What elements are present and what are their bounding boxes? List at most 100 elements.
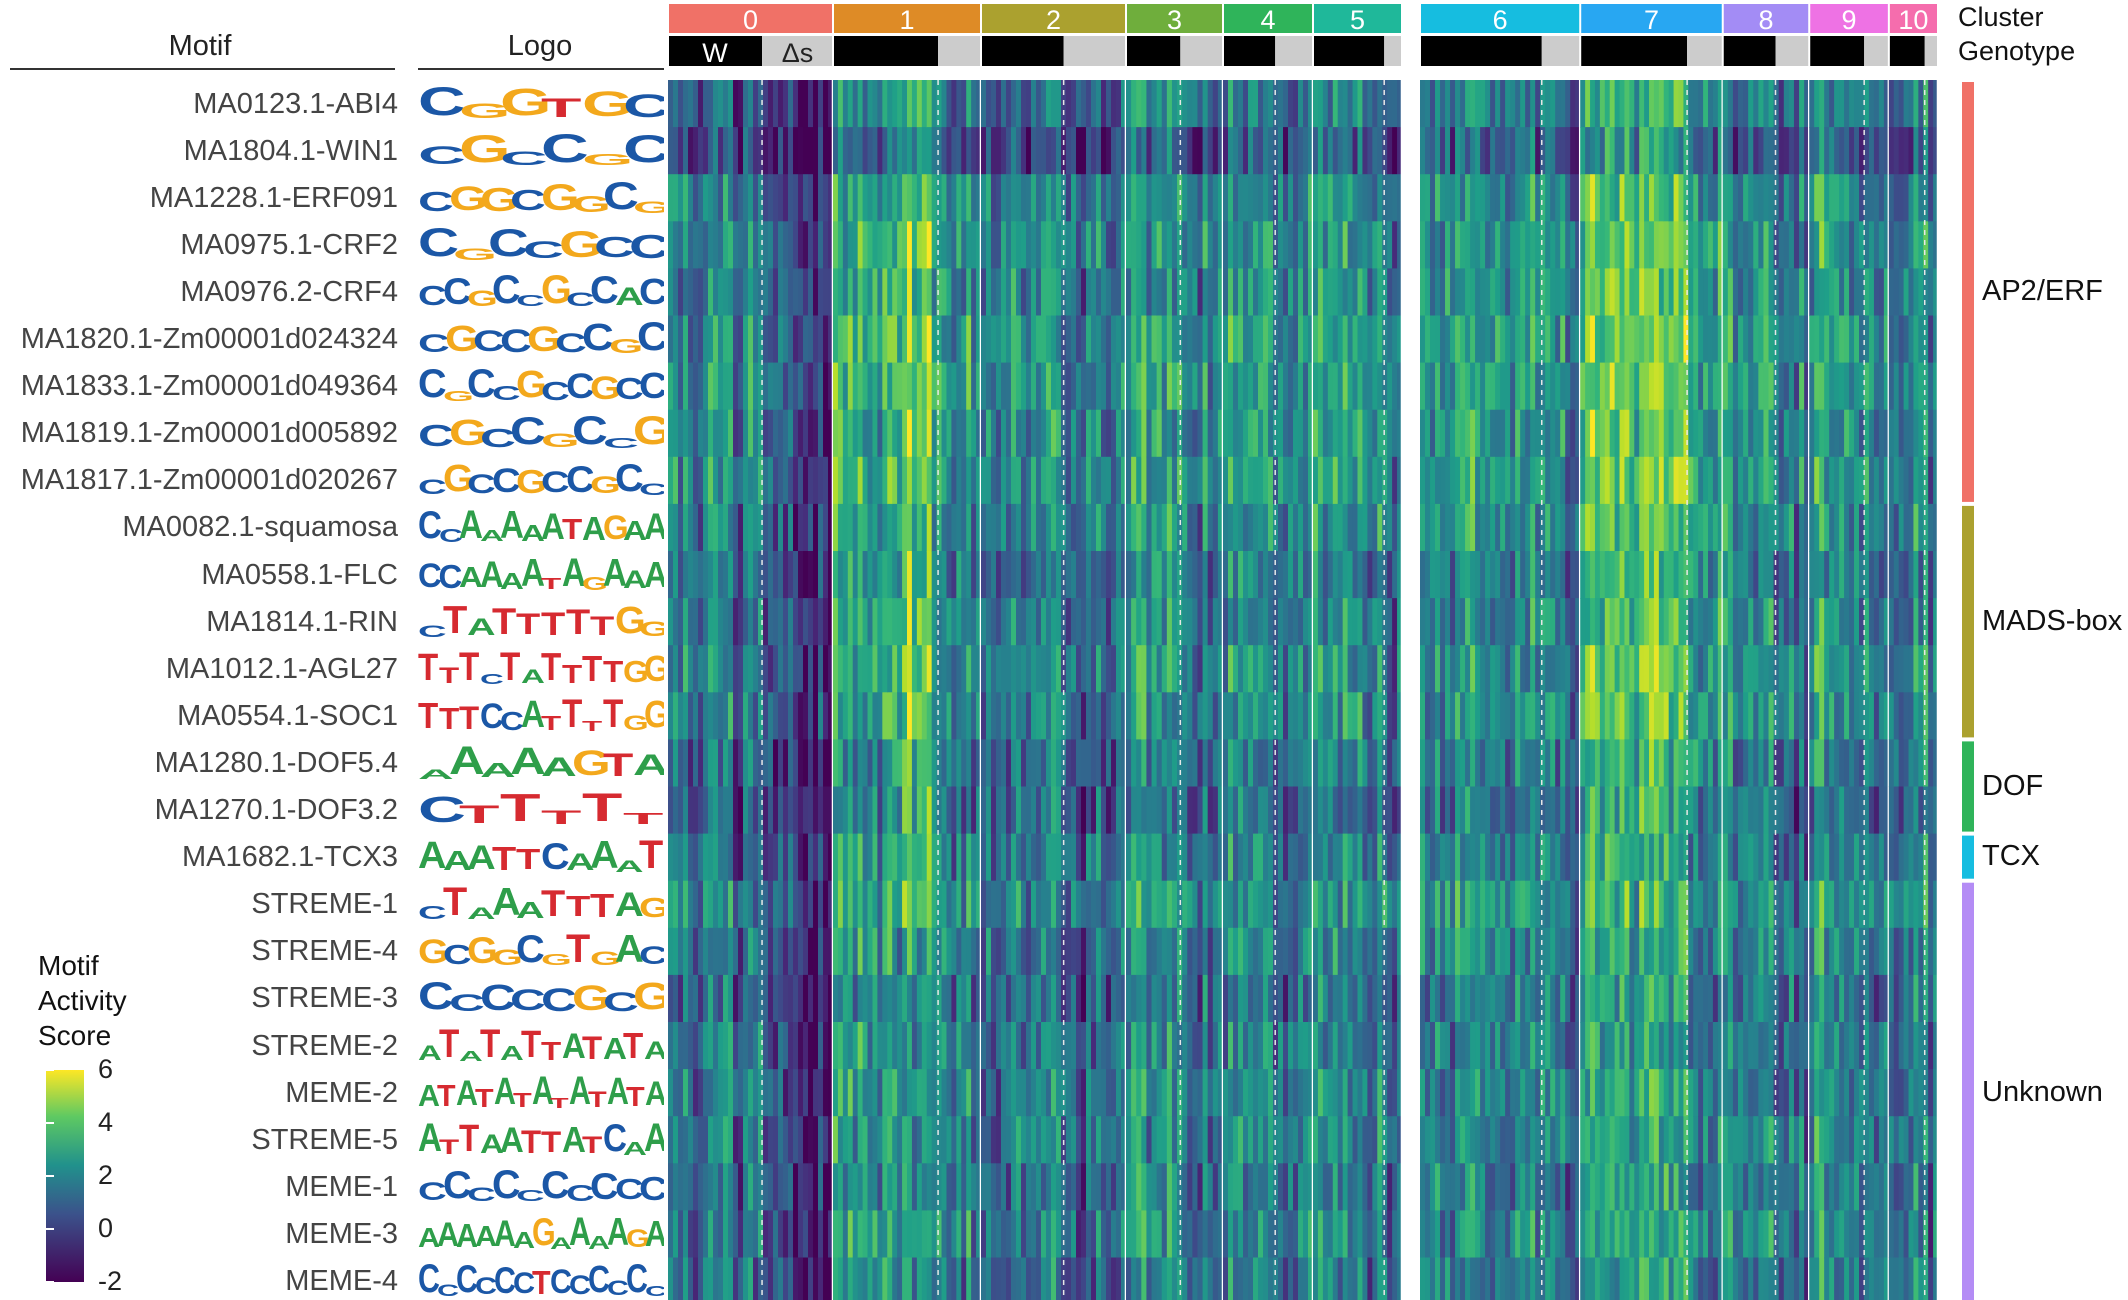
motif-name: MEME-3	[285, 1217, 398, 1250]
motif-name: MA1280.1-DOF5.4	[154, 746, 398, 779]
motif-name: MA0975.1-CRF2	[180, 228, 398, 261]
sequence-logo: CCCCCCCCCC	[418, 1165, 664, 1205]
logo-letter: A	[467, 613, 496, 640]
logo-letter: C	[491, 1164, 521, 1205]
logo-letter: G	[571, 743, 611, 781]
logo-letter: G	[418, 933, 449, 970]
logo-letter: C	[639, 368, 664, 404]
sequence-logo: CTAAATTTAG	[418, 882, 664, 922]
logo-letter: A	[418, 765, 454, 781]
legend-tick-mark	[84, 1069, 92, 1071]
logo-letter: G	[590, 472, 621, 499]
genotype-bar-w	[834, 36, 939, 66]
logo-letter: T	[520, 1123, 541, 1158]
logo-letter: A	[590, 835, 619, 876]
motif-name: MEME-2	[285, 1076, 398, 1109]
genotype-bar-w	[1314, 36, 1385, 66]
logo-letter: C	[639, 273, 664, 310]
logo-letter: C	[479, 977, 516, 1017]
logo-letter: C	[479, 696, 504, 734]
logo-letter: A	[479, 1128, 504, 1158]
logo-letter: T	[541, 1035, 562, 1064]
genotype-bar-ds	[1687, 36, 1722, 66]
motif-name: MA1819.1-Zm00001d005892	[20, 417, 398, 450]
motif-name: STREME-4	[251, 935, 398, 968]
logo-letter: T	[438, 662, 459, 687]
logo-letter: A	[569, 1070, 592, 1111]
logo-letter: A	[531, 1070, 554, 1111]
sequence-logo: ATATATATATATA	[418, 1071, 664, 1111]
logo-letter: T	[590, 887, 615, 923]
motif-name: STREME-2	[251, 1029, 398, 1062]
logo-letter: A	[459, 1047, 483, 1064]
logo-letter: T	[479, 1023, 500, 1064]
logo-letter: C	[418, 556, 442, 593]
logo-letter: C	[467, 1184, 496, 1205]
motif-name: MA1012.1-AGL27	[165, 652, 398, 685]
logo-letter: C	[602, 175, 639, 216]
logo-letter: T	[602, 693, 623, 734]
sequence-logo: ATATATTATATA	[418, 1024, 664, 1064]
logo-letter: A	[561, 1118, 586, 1158]
logo-letter: G	[527, 320, 562, 358]
logo-letter: C	[418, 1177, 447, 1205]
sequence-logo: AAAAAGTA	[418, 741, 664, 781]
logo-letter: G	[558, 223, 603, 263]
logo-letter: G	[639, 894, 664, 922]
logo-letter: G	[623, 711, 649, 734]
logo-letter: A	[510, 740, 547, 781]
logo-letter: T	[602, 653, 623, 687]
logo-letter: C	[510, 984, 547, 1017]
logo-letter: T	[582, 647, 603, 687]
logo-letter: A	[436, 1215, 460, 1252]
logo-letter: C	[565, 367, 595, 405]
sequence-logo: CCCCCGCG	[418, 976, 664, 1016]
logo-letter: T	[565, 929, 590, 970]
logo-letter: T	[418, 694, 439, 734]
logo-letter: A	[418, 1041, 442, 1064]
logo-letter: A	[582, 510, 606, 546]
logo-letter: C	[541, 466, 570, 499]
logo-letter: C	[541, 836, 570, 876]
logo-letter: A	[442, 845, 472, 876]
genotype-bar-w	[1581, 36, 1688, 66]
logo-letter: T	[541, 575, 562, 593]
logo-letter: C	[602, 435, 639, 452]
logo-letter: C	[602, 987, 639, 1017]
genotype-bar-w	[1421, 36, 1542, 66]
logo-letter: C	[554, 328, 587, 358]
logo-letter: G	[582, 151, 634, 169]
legend-tick-label: 4	[98, 1107, 114, 1137]
sequence-logo: TTTCCATTTTGG	[418, 694, 664, 734]
family-label: DOF	[1982, 769, 2044, 802]
logo-letter: C	[418, 476, 447, 499]
logo-letter: A	[500, 567, 524, 593]
legend-tick-mark	[46, 1122, 54, 1124]
cluster-label: 5	[1350, 5, 1365, 35]
logo-letter: A	[500, 505, 524, 546]
motif-name: MA0976.2-CRF4	[180, 275, 398, 308]
logo-letter: A	[474, 1220, 497, 1252]
logo-letter: T	[541, 605, 566, 640]
logo-letter: A	[479, 553, 504, 593]
logo-letter: C	[516, 292, 546, 310]
genotype-bar-ds	[1775, 36, 1809, 66]
cluster-label: 4	[1260, 5, 1275, 35]
logo-letter: A	[418, 1221, 441, 1252]
logo-letter: C	[565, 289, 595, 310]
logo-letter: C	[500, 323, 532, 358]
logo-letter: A	[644, 508, 665, 545]
logo-letter: C	[479, 670, 504, 687]
logo-letter: C	[448, 990, 485, 1017]
cluster-label: 3	[1167, 5, 1182, 35]
logo-letter: A	[541, 506, 565, 546]
legend-tick-mark	[46, 1175, 54, 1177]
logo-letter: G	[614, 599, 646, 640]
logo-letter: C	[500, 705, 524, 734]
motif-name: MA0082.1-squamosa	[122, 511, 398, 544]
sequence-logo: CGCCGCCGCC	[418, 458, 664, 498]
logo-letter: C	[639, 481, 664, 498]
legend-tick-label: 6	[98, 1054, 114, 1084]
